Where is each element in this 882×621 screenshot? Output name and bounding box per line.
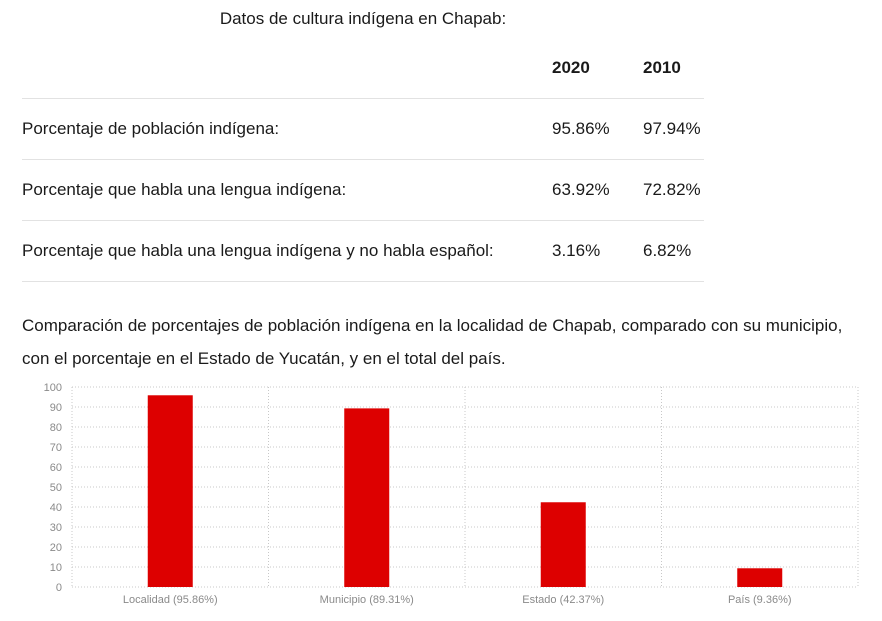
table-caption: Datos de cultura indígena en Chapab: <box>219 9 507 28</box>
bar <box>540 502 586 587</box>
comparison-description: Comparación de porcentajes de población … <box>22 316 843 368</box>
header-year-2010: 2010 <box>643 38 704 99</box>
y-tick-label: 0 <box>56 582 62 594</box>
y-tick-label: 50 <box>50 482 62 494</box>
x-tick-label: Estado (42.37%) <box>522 594 604 606</box>
y-tick-label: 60 <box>50 462 62 474</box>
y-tick-label: 70 <box>50 442 62 454</box>
chart-bars <box>147 395 783 587</box>
y-tick-label: 30 <box>50 522 62 534</box>
header-empty-cell <box>22 38 552 99</box>
table-row: Porcentaje que habla una lengua indígena… <box>22 220 704 282</box>
x-tick-label: Municipio (89.31%) <box>320 594 414 606</box>
chart-y-tick-labels: 0 10 20 30 40 50 60 70 80 90 100 <box>44 382 62 594</box>
y-tick-label: 10 <box>50 562 62 574</box>
y-tick-label: 40 <box>50 502 62 514</box>
table-header-row: 2020 2010 <box>22 38 704 99</box>
row-value-2020: 3.16% <box>552 220 643 282</box>
bar <box>737 568 783 587</box>
indigenous-culture-table: 2020 2010 Porcentaje de población indíge… <box>22 38 704 282</box>
chart-grid <box>71 386 859 588</box>
row-label: Porcentaje de población indígena: <box>22 98 552 160</box>
table-row: Porcentaje de población indígena: 95.86%… <box>22 98 704 160</box>
row-label: Porcentaje que habla una lengua indígena… <box>22 159 552 221</box>
row-value-2020: 95.86% <box>552 98 643 160</box>
x-tick-label: País (9.36%) <box>728 594 792 606</box>
bar <box>147 395 193 587</box>
header-year-2020: 2020 <box>552 38 643 99</box>
row-value-2010: 97.94% <box>643 98 704 160</box>
chart-x-tick-labels: Localidad (95.86%) Municipio (89.31%) Esta… <box>123 594 792 606</box>
bar <box>344 408 390 587</box>
x-tick-label: Localidad (95.86%) <box>123 594 218 606</box>
y-tick-label: 20 <box>50 542 62 554</box>
y-tick-label: 100 <box>44 382 62 394</box>
row-value-2020: 63.92% <box>552 159 643 221</box>
row-label: Porcentaje que habla una lengua indígena… <box>22 220 552 282</box>
y-tick-label: 90 <box>50 402 62 414</box>
row-value-2010: 6.82% <box>643 220 704 282</box>
table-row: Porcentaje que habla una lengua indígena… <box>22 159 704 221</box>
row-value-2010: 72.82% <box>643 159 704 221</box>
y-tick-label: 80 <box>50 422 62 434</box>
